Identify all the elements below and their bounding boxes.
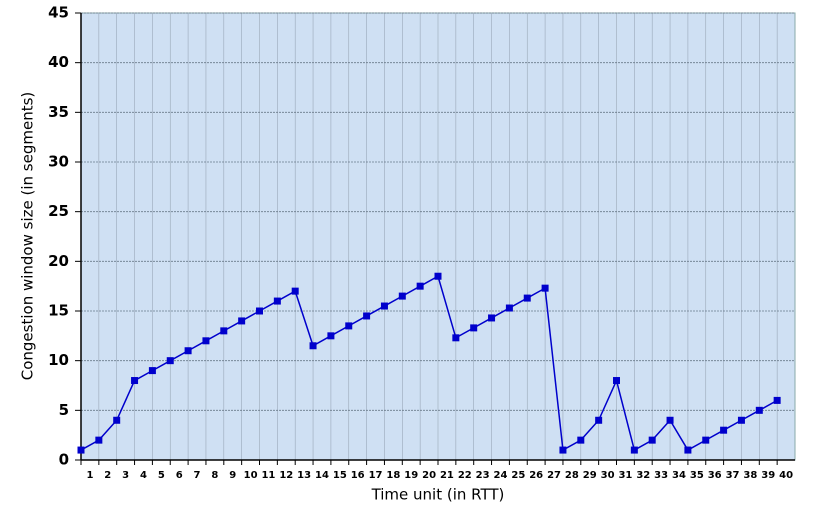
x-tick-label: 20 xyxy=(422,470,436,481)
x-tick-label: 17 xyxy=(369,470,383,481)
point-marker xyxy=(166,357,174,365)
x-tick-label: 31 xyxy=(618,470,632,481)
x-tick-label: 5 xyxy=(158,470,165,481)
point-marker xyxy=(238,317,246,325)
point-marker xyxy=(773,396,781,404)
point-marker xyxy=(398,292,406,300)
y-tick-label: 20 xyxy=(48,252,69,270)
point-marker xyxy=(148,367,156,375)
x-tick-label: 3 xyxy=(122,470,129,481)
point-marker xyxy=(220,327,228,335)
point-marker xyxy=(77,446,85,454)
point-marker xyxy=(684,446,692,454)
y-tick-label: 0 xyxy=(59,451,69,469)
x-tick-label: 38 xyxy=(743,470,757,481)
x-tick-label: 23 xyxy=(476,470,490,481)
point-marker xyxy=(327,332,335,340)
x-tick-label: 9 xyxy=(229,470,236,481)
x-tick-label: 32 xyxy=(636,470,650,481)
y-tick-label: 5 xyxy=(59,401,69,419)
point-marker xyxy=(702,436,710,444)
point-marker xyxy=(505,304,513,312)
point-marker xyxy=(541,284,549,292)
x-tick-label: 4 xyxy=(140,470,147,481)
point-marker xyxy=(291,287,299,295)
point-marker xyxy=(309,342,317,350)
x-tick-label: 37 xyxy=(726,470,740,481)
x-tick-label: 29 xyxy=(583,470,597,481)
point-marker xyxy=(613,377,620,385)
x-tick-label: 13 xyxy=(297,470,311,481)
x-tick-label: 28 xyxy=(565,470,579,481)
point-marker xyxy=(488,314,496,322)
point-marker xyxy=(95,436,103,444)
point-marker xyxy=(648,436,656,444)
x-tick-label: 12 xyxy=(279,470,293,481)
y-tick-label: 35 xyxy=(48,103,69,121)
point-marker xyxy=(470,324,478,332)
y-tick-label: 45 xyxy=(48,4,69,22)
x-tick-label: 6 xyxy=(176,470,183,481)
point-marker xyxy=(184,347,192,355)
point-marker xyxy=(273,297,281,305)
point-marker xyxy=(380,302,388,310)
point-marker xyxy=(523,294,531,302)
x-tick-label: 8 xyxy=(211,470,218,481)
point-marker xyxy=(363,312,371,320)
x-tick-label: 24 xyxy=(494,470,508,481)
point-marker xyxy=(345,322,353,330)
y-tick-label: 15 xyxy=(48,302,69,320)
y-tick-label: 40 xyxy=(48,53,69,71)
x-tick-label: 10 xyxy=(244,470,258,481)
x-tick-label: 22 xyxy=(458,470,472,481)
point-marker xyxy=(577,436,585,444)
series-line xyxy=(80,275,778,452)
x-tick-label: 25 xyxy=(511,470,525,481)
x-tick-label: 1 xyxy=(86,470,93,481)
x-tick-label: 34 xyxy=(672,470,686,481)
point-marker xyxy=(113,416,121,424)
x-tick-label: 33 xyxy=(654,470,668,481)
point-marker xyxy=(595,416,603,424)
point-marker xyxy=(131,377,139,385)
x-tick-label: 2 xyxy=(104,470,111,481)
y-tick-label: 30 xyxy=(48,153,69,171)
y-tick-label: 10 xyxy=(48,351,69,369)
x-tick-label: 18 xyxy=(386,470,400,481)
x-axis-title: Time unit (in RTT) xyxy=(371,486,505,504)
x-tick-label: 16 xyxy=(351,470,365,481)
point-marker xyxy=(452,334,460,342)
point-marker xyxy=(737,416,745,424)
point-marker xyxy=(202,337,210,345)
point-marker xyxy=(720,426,728,434)
point-marker xyxy=(416,282,424,290)
point-marker xyxy=(434,272,442,280)
x-tick-label: 27 xyxy=(547,470,561,481)
x-tick-label: 30 xyxy=(601,470,615,481)
x-tick-label: 21 xyxy=(440,470,454,481)
x-tick-label: 36 xyxy=(708,470,722,481)
point-marker xyxy=(256,307,263,315)
x-tick-label: 15 xyxy=(333,470,347,481)
point-marker xyxy=(666,416,674,424)
x-tick-label: 14 xyxy=(315,470,329,481)
x-tick-label: 26 xyxy=(529,470,543,481)
point-marker xyxy=(755,406,763,414)
x-tick-label: 39 xyxy=(761,470,775,481)
x-tick-label: 35 xyxy=(690,470,704,481)
y-tick-label: 25 xyxy=(48,202,69,220)
x-tick-label: 7 xyxy=(194,470,201,481)
y-axis-title: Congestion window size (in segments) xyxy=(19,92,37,381)
point-marker xyxy=(630,446,638,454)
x-tick-label: 40 xyxy=(779,470,793,481)
x-tick-label: 11 xyxy=(261,470,275,481)
point-marker xyxy=(559,446,567,454)
x-tick-label: 19 xyxy=(404,470,418,481)
